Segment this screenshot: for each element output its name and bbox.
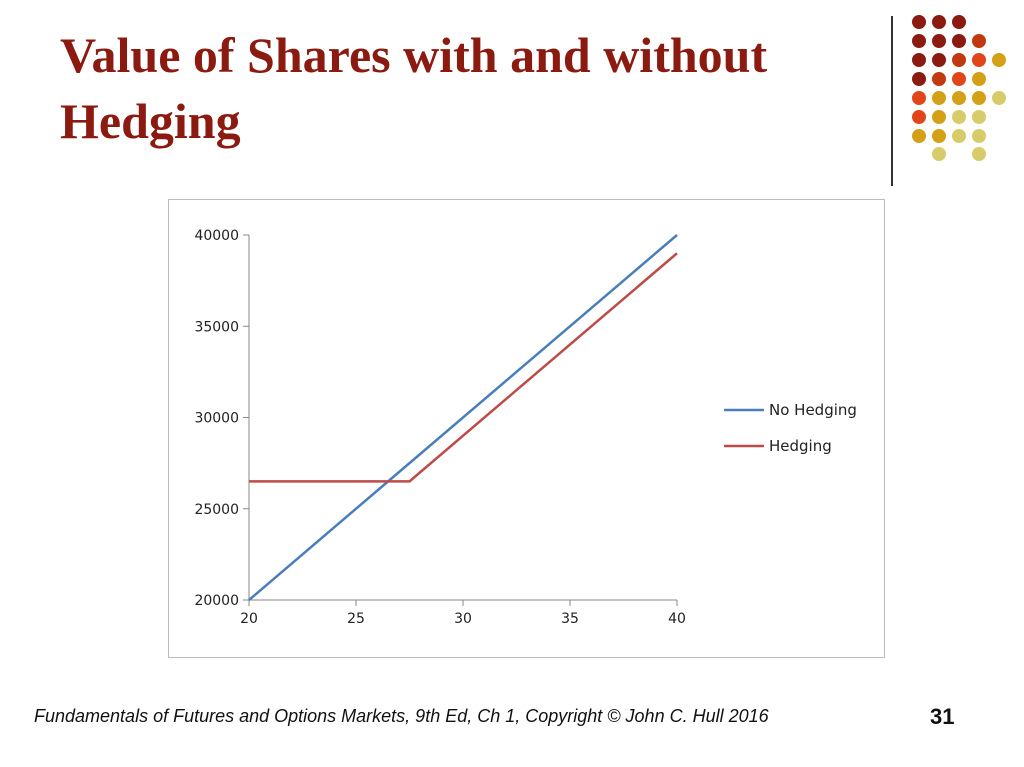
decor-dot [932, 91, 946, 105]
decor-dot [952, 110, 966, 124]
decor-dot [932, 15, 946, 29]
value-chart: 20000 25000 30000 35000 40000 20 25 30 35 40 No He… [194, 228, 857, 627]
decor-dot [932, 53, 946, 67]
decor-dot [992, 91, 1006, 105]
decor-dot [932, 72, 946, 86]
title-divider [891, 16, 893, 186]
decor-dot [972, 110, 986, 124]
y-tick-label: 40000 [194, 228, 239, 244]
x-tick-label: 30 [454, 611, 472, 627]
decor-dot [952, 129, 966, 143]
legend-label-hedging: Hedging [769, 437, 832, 455]
decor-dot [912, 72, 926, 86]
decor-dot [972, 53, 986, 67]
series-line-no-hedging [248, 234, 678, 601]
decor-dot [972, 72, 986, 86]
decor-dot [952, 15, 966, 29]
decor-dot [932, 110, 946, 124]
x-tick-label: 20 [240, 611, 258, 627]
legend-label-no-hedging: No Hedging [769, 401, 857, 419]
decor-dot [992, 53, 1006, 67]
y-tick-label: 30000 [194, 411, 239, 427]
decor-dot [912, 110, 926, 124]
decorative-dot-grid [912, 15, 1006, 161]
decor-dot [952, 34, 966, 48]
decor-dot [952, 72, 966, 86]
decor-dot [912, 53, 926, 67]
page-number: 31 [930, 704, 955, 729]
decor-dot [952, 91, 966, 105]
x-tick-label: 25 [347, 611, 365, 627]
x-tick-label: 40 [668, 611, 686, 627]
decor-dot [972, 34, 986, 48]
decor-dot [952, 53, 966, 67]
decor-dot [912, 91, 926, 105]
y-tick-label: 35000 [194, 319, 239, 335]
footer-citation: Fundamentals of Futures and Options Mark… [34, 706, 769, 726]
x-tick-label: 35 [561, 611, 579, 627]
y-tick-label: 25000 [194, 502, 239, 518]
y-tick-label: 20000 [194, 593, 239, 609]
series-line-hedging [249, 252, 678, 483]
decor-dot [932, 129, 946, 143]
slide-title: Value of Shares with and without Hedging [60, 27, 768, 149]
decor-dot [932, 34, 946, 48]
decor-dot [932, 147, 946, 161]
decor-dot [912, 34, 926, 48]
decor-dot [972, 91, 986, 105]
decor-dot [912, 129, 926, 143]
chart-frame: 20000 25000 30000 35000 40000 20 25 30 35 40 No He… [168, 199, 885, 658]
decor-dot [912, 15, 926, 29]
decor-dot [972, 147, 986, 161]
decor-dot [972, 129, 986, 143]
